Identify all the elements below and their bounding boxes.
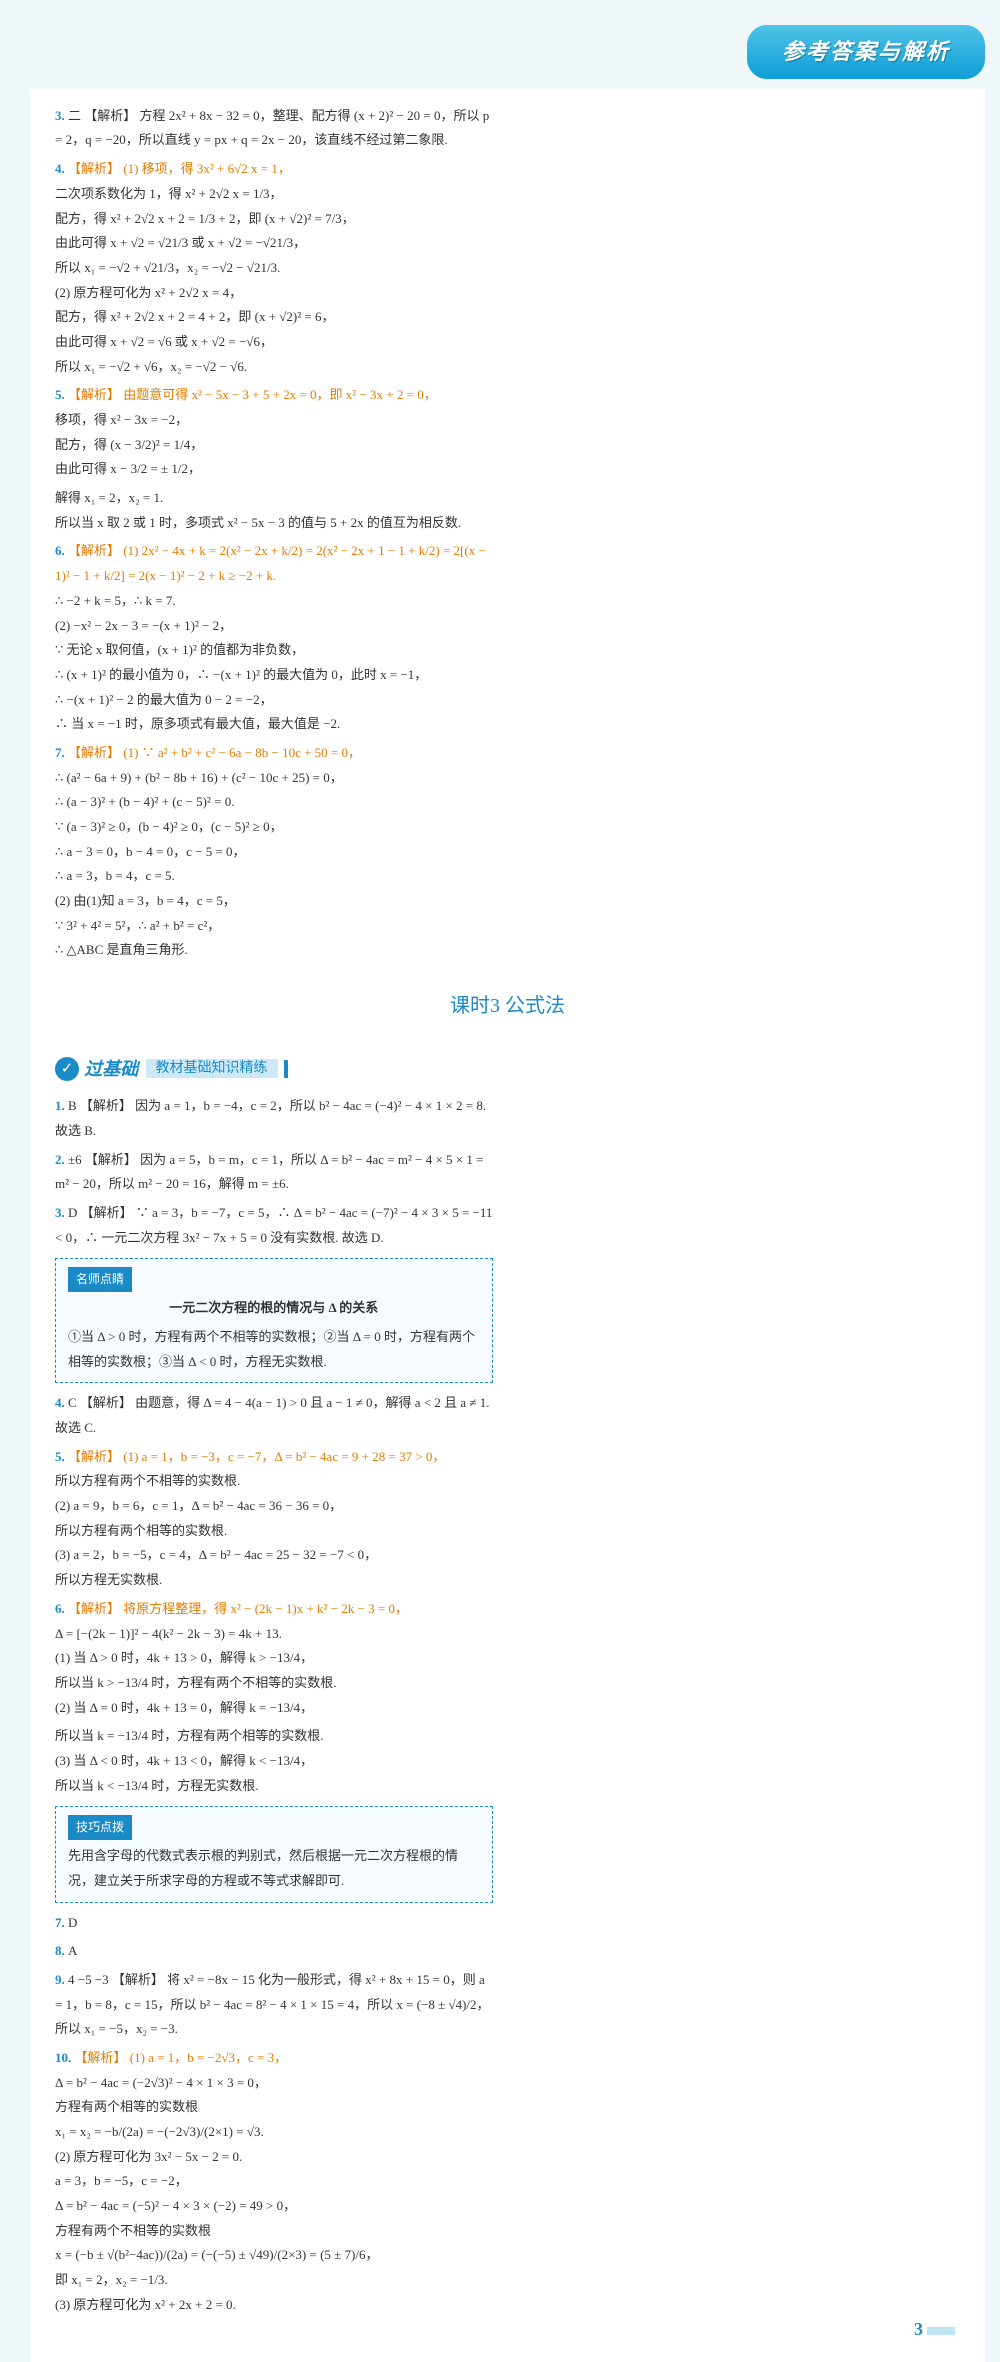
basics-label: 过基础	[84, 1059, 138, 1079]
basics-6-cont: 所以当 k = −13/4 时，方程有两个相等的实数根. (3) 当 Δ < 0…	[55, 1724, 493, 1798]
tip-badge: 技巧点拨	[68, 1815, 132, 1840]
basics-4: 4. C 【解析】 由题意，得 Δ = 4 − 4(a − 1) > 0 且 a…	[55, 1391, 493, 1440]
pipe-decoration	[284, 1060, 288, 1078]
basics-5: 5. 【解析】 (1) a = 1，b = −3，c = −7，Δ = b² −…	[55, 1445, 493, 1593]
basics-10: 10. 【解析】 (1) a = 1，b = −2√3，c = 3， Δ = b…	[55, 2046, 493, 2318]
tip-badge: 名师点睛	[68, 1267, 132, 1292]
check-icon: ✓	[55, 1057, 79, 1081]
section-title: 课时3 公式法	[55, 987, 960, 1025]
basics-header: ✓ 过基础 教材基础知识精练	[55, 1052, 493, 1086]
basics-9: 9. 4 −5 −3 【解析】 将 x² = −8x − 15 化为一般形式，得…	[55, 1968, 493, 2042]
problem-4: 4. 【解析】 (1) 移项，得 3x² + 6√2 x = 1， 二次项系数化…	[55, 157, 493, 379]
tip-title: 一元二次方程的根的情况与 Δ 的关系	[68, 1296, 480, 1321]
problem-5-cont: 解得 x₁ = 2，x₂ = 1. 所以当 x 取 2 或 1 时，多项式 x²…	[55, 486, 493, 535]
basics-6: 6. 【解析】 将原方程整理，得 x² − (2k − 1)x + k² − 2…	[55, 1597, 493, 1720]
content-columns: 3. 二 【解析】 方程 2x² + 8x − 32 = 0，整理、配方得 (x…	[55, 104, 960, 967]
problem-7: 7. 【解析】 (1) ∵ a² + b² + c² − 6a − 8b − 1…	[55, 741, 493, 963]
problem-6: 6. 【解析】 (1) 2x² − 4x + k = 2(x² − 2x + k…	[55, 539, 493, 737]
header-title: 参考答案与解析	[747, 25, 985, 79]
basics-8: 8. A	[55, 1939, 493, 1964]
problem-3: 3. 二 【解析】 方程 2x² + 8x − 32 = 0，整理、配方得 (x…	[55, 104, 493, 153]
page-body: 3. 二 【解析】 方程 2x² + 8x − 32 = 0，整理、配方得 (x…	[30, 89, 985, 2362]
tip-box-1: 名师点睛 一元二次方程的根的情况与 Δ 的关系 ①当 Δ > 0 时，方程有两个…	[55, 1258, 493, 1383]
basics-2: 2. ±6 【解析】 因为 a = 5，b = m，c = 1，所以 Δ = b…	[55, 1148, 493, 1197]
tip-box-2: 技巧点拨 先用含字母的代数式表示根的判别式，然后根据一元二次方程根的情况，建立关…	[55, 1806, 493, 1902]
basics-7: 7. D	[55, 1911, 493, 1936]
problem-5: 5. 【解析】 由题意可得 x² − 5x − 3 + 5 + 2x = 0，即…	[55, 383, 493, 482]
page-number: 3	[914, 2312, 955, 2346]
basics-subtitle: 教材基础知识精练	[146, 1059, 278, 1078]
content-columns-2: ✓ 过基础 教材基础知识精练 1. B 【解析】 因为 a = 1，b = −4…	[55, 1040, 960, 2321]
tip-body: 先用含字母的代数式表示根的判别式，然后根据一元二次方程根的情况，建立关于所求字母…	[68, 1844, 480, 1893]
basics-3: 3. D 【解析】 ∵ a = 3，b = −7，c = 5，∴ Δ = b² …	[55, 1201, 493, 1250]
basics-1: 1. B 【解析】 因为 a = 1，b = −4，c = 2，所以 b² − …	[55, 1094, 493, 1143]
page-header: 参考答案与解析	[0, 0, 1000, 89]
page-num-bar-icon	[927, 2327, 955, 2335]
tip-body: ①当 Δ > 0 时，方程有两个不相等的实数根；②当 Δ = 0 时，方程有两个…	[68, 1325, 480, 1374]
